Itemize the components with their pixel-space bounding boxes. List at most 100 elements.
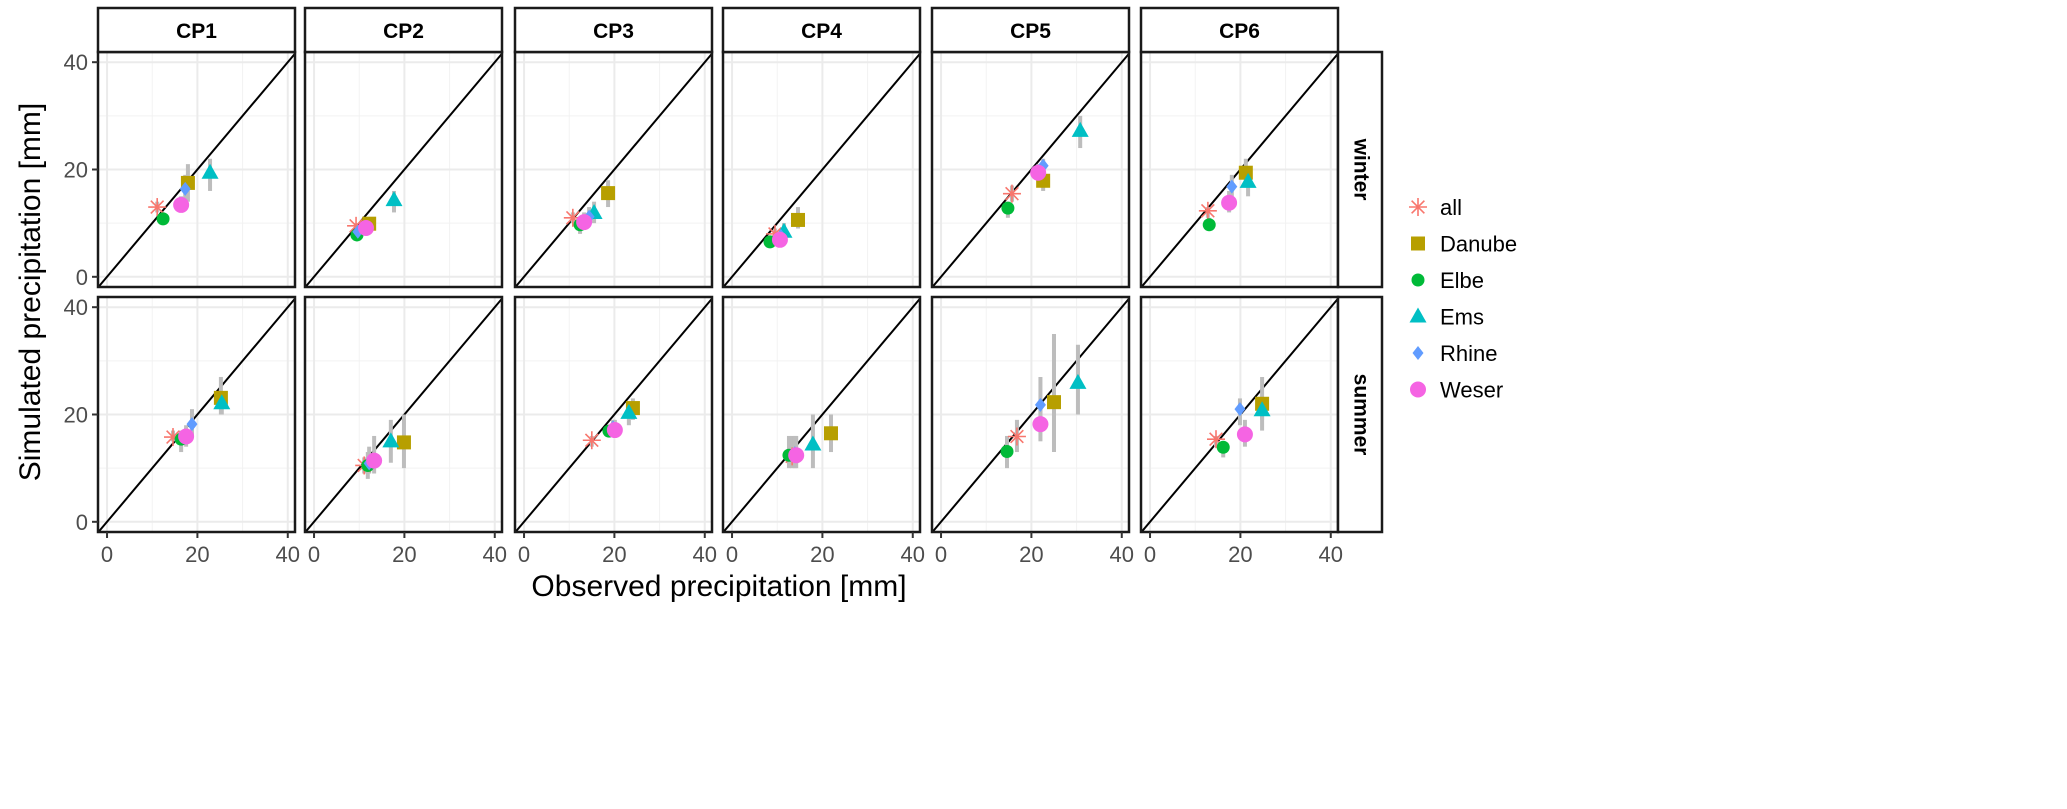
- point-Weser: [606, 422, 623, 439]
- x-tick-label: 40: [693, 542, 717, 567]
- x-tick-label: 0: [726, 542, 738, 567]
- point-all: [1002, 184, 1021, 203]
- point-Weser: [771, 231, 788, 248]
- point-Danube: [1046, 395, 1061, 410]
- point-Rhine: [179, 181, 191, 196]
- panel-CP1-summer: 0 20 40 0 20 40: [64, 295, 300, 567]
- panel-CP1-winter: CP1 0 20 40: [64, 6, 297, 290]
- legend-label-Ems: Ems: [1440, 305, 1484, 330]
- identity-line: [722, 297, 921, 534]
- point-all-stroke: [1005, 186, 1019, 201]
- point-Ems: [804, 435, 822, 451]
- point-Danube: [791, 212, 806, 227]
- x-tick-label: 0: [935, 542, 947, 567]
- legend-label-all: all: [1440, 195, 1462, 220]
- point-Rhine: [1226, 179, 1238, 194]
- point-Weser: [1032, 416, 1049, 433]
- point-Ems: [1253, 401, 1271, 417]
- legend-label-Elbe: Elbe: [1440, 268, 1484, 293]
- point-Elbe: [156, 212, 170, 226]
- legend-key-Danube: [1411, 236, 1425, 251]
- panel-CP4-summer: 0 20 40: [721, 295, 925, 567]
- facet-strip: [1139, 6, 1340, 54]
- identity-line: [97, 52, 296, 289]
- point-Danube: [601, 186, 616, 201]
- point-all-stroke: [565, 210, 580, 225]
- point-Ems: [1239, 172, 1257, 188]
- point-Ems: [382, 432, 400, 448]
- legend-key-all-stroke: [1411, 200, 1425, 214]
- facet-strip: [1336, 295, 1384, 534]
- panel-CP5-summer: 0 20 40: [930, 295, 1134, 567]
- x-axis-title: Observed precipitation [mm]: [531, 570, 906, 603]
- facet-strip: [1336, 50, 1384, 289]
- panel-CP4-winter: CP4: [721, 6, 922, 289]
- x-tick-label: 40: [1110, 542, 1134, 567]
- legend-label-Weser: Weser: [1440, 378, 1503, 403]
- point-all-stroke: [584, 433, 599, 448]
- point-Elbe: [1000, 445, 1014, 459]
- legend-key-Rhine: [1412, 346, 1424, 360]
- y-axis-title: Simulated precipitation [mm]: [14, 103, 47, 482]
- point-all-stroke: [1209, 432, 1223, 447]
- facet-label-CP5: CP5: [1010, 20, 1051, 43]
- identity-line: [514, 297, 713, 534]
- point-Ems: [1071, 121, 1089, 137]
- y-tick-label: 40: [64, 295, 88, 320]
- panel-CP6-winter: CP6 winter: [1139, 6, 1384, 289]
- x-tick-label: 0: [308, 542, 320, 567]
- point-Rhine: [1034, 397, 1046, 412]
- point-all-stroke: [1200, 203, 1215, 218]
- x-tick-label: 20: [1019, 542, 1043, 567]
- x-tick-label: 20: [1228, 542, 1252, 567]
- point-all-stroke: [1010, 429, 1024, 444]
- point-Weser: [576, 214, 593, 231]
- x-tick-label: 0: [1144, 542, 1156, 567]
- facet-strip: [96, 6, 297, 54]
- legend-key-Weser: [1410, 381, 1426, 398]
- legend: all Danube Elbe Ems Rhine Weser: [1409, 195, 1517, 403]
- identity-line: [97, 297, 296, 534]
- y-tick-label: 20: [64, 403, 88, 428]
- panel-CP2-winter: CP2: [303, 6, 504, 289]
- facet-strip: [513, 6, 714, 54]
- point-Ems: [620, 403, 638, 419]
- facet-label-CP2: CP2: [383, 20, 424, 43]
- x-tick-label: 20: [392, 542, 416, 567]
- facet-label-CP1: CP1: [176, 20, 217, 43]
- identity-line: [931, 297, 1130, 534]
- legend-key-all: [1409, 198, 1427, 216]
- point-Weser: [1221, 194, 1238, 211]
- y-tick-label: 20: [64, 158, 88, 183]
- x-tick-label: 20: [602, 542, 626, 567]
- panel-CP3-winter: CP3: [513, 6, 714, 289]
- legend-key-Ems: [1409, 307, 1427, 323]
- facet-strip: [303, 6, 504, 54]
- point-Rhine: [1234, 402, 1246, 417]
- facet-label-CP4: CP4: [801, 20, 842, 43]
- point-Rhine: [186, 417, 198, 432]
- y-tick-label: 0: [76, 265, 88, 290]
- x-tick-label: 20: [810, 542, 834, 567]
- legend-key-Elbe: [1411, 273, 1425, 287]
- x-tick-label: 40: [276, 542, 300, 567]
- x-tick-label: 0: [518, 542, 530, 567]
- point-all: [1198, 201, 1217, 220]
- facet-strip: [930, 6, 1131, 54]
- point-Weser: [178, 428, 195, 445]
- x-tick-label: 40: [901, 542, 925, 567]
- y-tick-label: 0: [76, 510, 88, 535]
- point-Ems: [213, 394, 231, 410]
- x-tick-label: 40: [1319, 542, 1343, 567]
- legend-label-Danube: Danube: [1440, 232, 1517, 257]
- point-Weser: [788, 447, 805, 464]
- x-tick-label: 20: [185, 542, 209, 567]
- facet-label-CP3: CP3: [593, 20, 634, 43]
- panel-CP3-summer: 0 20 40: [513, 295, 717, 567]
- point-all: [148, 198, 167, 217]
- panel-CP5-winter: CP5: [930, 6, 1131, 289]
- point-all-stroke: [349, 218, 363, 233]
- point-Weser: [173, 196, 190, 213]
